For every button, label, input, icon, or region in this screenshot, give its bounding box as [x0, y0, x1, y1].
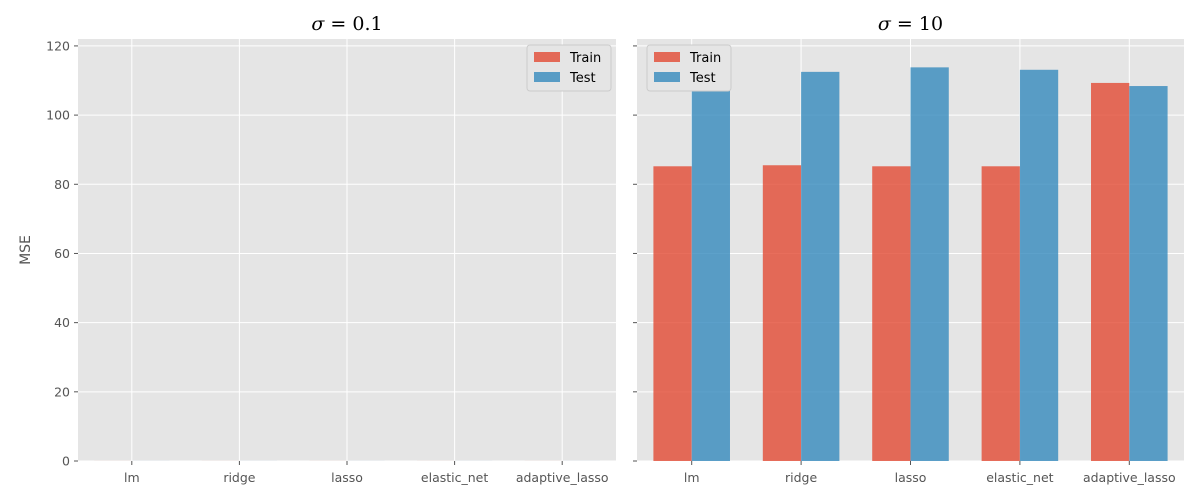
legend-label-train: Train: [689, 51, 721, 66]
bar-test-lasso: [910, 67, 949, 461]
y-tick-label: 0: [62, 454, 70, 469]
title-value: = 10: [891, 13, 943, 35]
legend-swatch-test: [534, 72, 560, 82]
x-tick-label: ridge: [785, 470, 817, 485]
bar-train-lm: [653, 166, 692, 461]
y-tick-label: 60: [54, 246, 70, 261]
legend-label-test: Test: [689, 71, 716, 86]
legend-swatch-test: [654, 72, 680, 82]
y-tick-label: 100: [46, 108, 70, 123]
y-tick-label: 80: [54, 177, 70, 192]
y-tick-label: 20: [54, 384, 70, 399]
bar-train-elastic_net: [981, 166, 1020, 461]
title-value: = 0.1: [324, 13, 382, 35]
x-tick-label: elastic_net: [986, 470, 1053, 485]
panel-1: 0 20 40 60 80 100 120 lm ridge lasso elastic_net ad…: [18, 13, 616, 485]
title-symbol: σ: [311, 13, 325, 35]
x-tick-label: ridge: [223, 470, 255, 485]
legend-label-train: Train: [569, 51, 601, 66]
x-tick-label: lasso: [331, 470, 363, 485]
x-tick-label: elastic_net: [421, 470, 488, 485]
x-tick-label: lm: [684, 470, 700, 485]
bar-train-ridge: [762, 165, 802, 462]
bar-test-lm: [691, 55, 730, 462]
x-tick-label: adaptive_lasso: [516, 470, 609, 485]
x-tick-label: lm: [124, 470, 140, 485]
panel-title: σ = 0.1: [311, 13, 382, 35]
x-tick-label: lasso: [895, 470, 927, 485]
x-tick-label: adaptive_lasso: [1083, 470, 1176, 485]
bar-test-adaptive_lasso: [1129, 86, 1168, 461]
bar-test-elastic_net: [1019, 69, 1059, 461]
bar-train-lasso: [872, 166, 911, 461]
y-axis-label: MSE: [18, 235, 34, 265]
bar-train-adaptive_lasso: [1091, 82, 1130, 461]
y-tick-label: 120: [46, 38, 70, 53]
legend: Train Test: [526, 44, 612, 92]
panel-title: σ = 10: [878, 13, 943, 35]
legend-swatch-train: [534, 52, 560, 62]
panel-2: lm ridge lasso elastic_net adaptive_lasso σ =…: [633, 13, 1184, 485]
bar-test-ridge: [801, 71, 840, 461]
legend-label-test: Test: [569, 71, 596, 86]
legend: Train Test: [646, 44, 732, 92]
y-tick-label: 40: [54, 315, 70, 330]
legend-swatch-train: [654, 52, 680, 62]
title-symbol: σ: [878, 13, 892, 35]
